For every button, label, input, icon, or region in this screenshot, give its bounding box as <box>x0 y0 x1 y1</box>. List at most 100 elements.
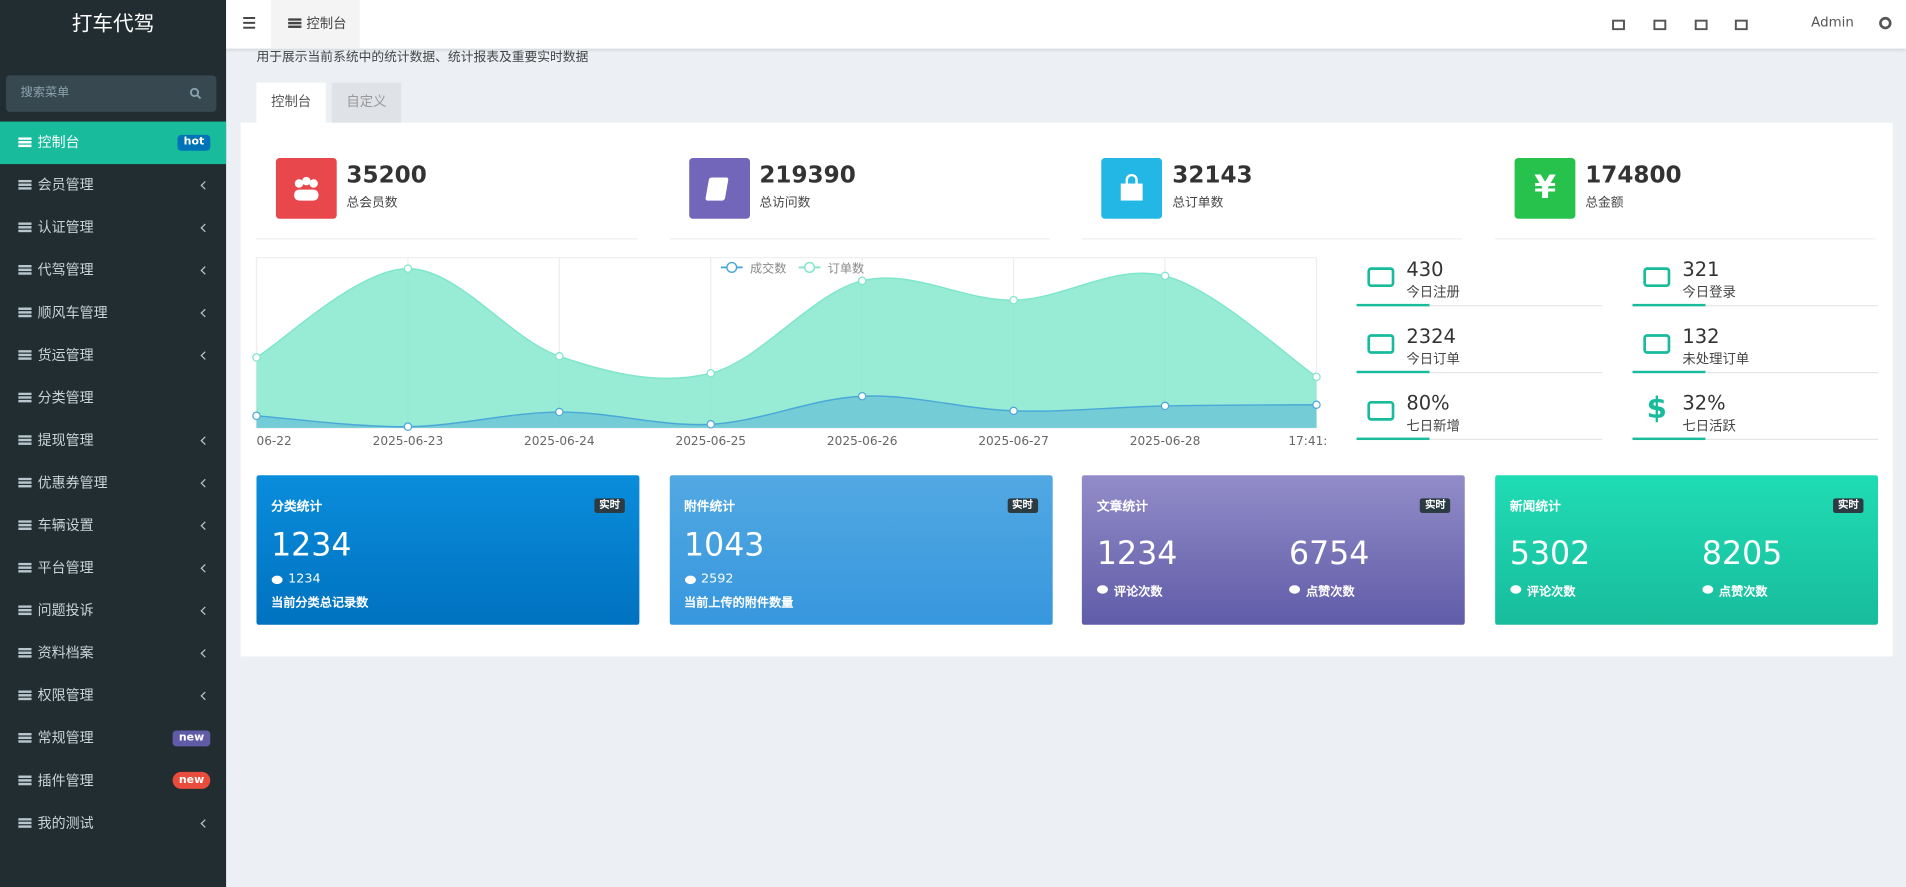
icon-line <box>18 570 32 573</box>
menu-item[interactable]: 分类管理 <box>0 377 226 420</box>
header-icon[interactable] <box>1612 17 1625 31</box>
menu-item[interactable]: 会员管理 <box>0 164 226 207</box>
icon-line <box>18 523 32 527</box>
icon-line <box>18 477 32 481</box>
icon-line <box>18 357 32 360</box>
x-tick-label: 06-22 <box>256 434 291 448</box>
mini-stat-value: 321 <box>1682 257 1720 281</box>
menu-item[interactable]: 控制台 hot <box>0 121 227 165</box>
menu-item[interactable]: 资料档案 <box>0 632 226 675</box>
stat-divider <box>669 238 1050 240</box>
menu-item[interactable]: 问题投诉 <box>0 590 226 633</box>
menu-label: 问题投诉 <box>37 601 94 619</box>
icon-part <box>1367 334 1395 354</box>
stat-label: 总访问数 <box>759 195 811 211</box>
x-tick-label: 2025-06-28 <box>1130 434 1201 448</box>
menu-label: 分类管理 <box>37 388 94 406</box>
stat-card: 文章统计 实时 1234 评论次数 6754 点赞次数 <box>1082 475 1466 625</box>
menu-icon <box>18 264 32 275</box>
chevron <box>200 649 210 658</box>
card-item-label: 评论次数 <box>1113 585 1163 600</box>
icon-line <box>18 307 32 310</box>
chart: 06-22 2025-06-23 2025-06-24 2025-06-25 2025-… <box>252 257 1327 448</box>
card-sub-value: 2592 <box>700 571 734 586</box>
menu-icon <box>18 690 32 701</box>
menu-item[interactable]: 常规管理 new <box>0 717 226 760</box>
icon-part <box>1643 334 1671 354</box>
menu-icon <box>18 350 32 360</box>
menu-item[interactable]: 认证管理 <box>0 207 226 250</box>
mini-stat-line <box>1356 438 1603 441</box>
icon-part <box>1121 183 1144 201</box>
icon-line <box>18 435 32 438</box>
menu-icon <box>18 137 32 148</box>
menu-item[interactable]: 代驾管理 <box>0 249 226 292</box>
card-icon <box>1289 585 1301 594</box>
menu-label: 权限管理 <box>37 686 94 704</box>
menu-item[interactable]: 提现管理 <box>0 419 226 462</box>
menu-label: 认证管理 <box>37 218 94 236</box>
icon-line <box>18 229 32 233</box>
stat-icon-glyph: ¥ <box>1534 170 1557 207</box>
menu-icon <box>18 435 32 445</box>
stat-label: 总金额 <box>1585 195 1624 211</box>
card-title: 分类统计 <box>271 499 323 515</box>
icon-part <box>294 179 304 188</box>
chevron <box>200 521 210 531</box>
header-icon[interactable] <box>1734 17 1748 31</box>
chevron <box>200 351 210 360</box>
menu-item[interactable]: 平台管理 <box>0 547 226 590</box>
mini-stat-icon <box>1643 267 1671 287</box>
menu-label: 控制台 <box>37 133 80 151</box>
header: 控制台 Admin <box>226 0 1906 49</box>
icon-line <box>18 222 32 225</box>
header-icon[interactable] <box>1653 17 1667 31</box>
icon-line <box>18 818 32 821</box>
stat-card: 附件统计 实时 1043 2592 当前上传的附件数量 <box>669 475 1053 625</box>
stat-divider <box>1495 238 1876 240</box>
menu-item[interactable]: 我的测试 <box>0 802 226 845</box>
menu-item[interactable]: 车辆设置 <box>0 504 226 547</box>
icon-part <box>302 176 311 186</box>
mini-stat-icon: $ <box>1646 391 1667 426</box>
icon-part <box>189 87 200 97</box>
user-name[interactable]: Admin <box>1811 14 1854 31</box>
point <box>1312 372 1321 382</box>
menu-item[interactable]: 顺风车管理 <box>0 292 226 335</box>
card-value: 1234 <box>1096 536 1178 573</box>
settings-icon[interactable] <box>1878 16 1893 31</box>
legend-marker <box>726 261 738 274</box>
icon-line <box>18 144 32 148</box>
menu-label: 常规管理 <box>37 729 94 747</box>
menu-item[interactable]: 权限管理 <box>0 675 226 718</box>
card-badge: 实时 <box>594 498 625 513</box>
stat-icon-glyph <box>1121 173 1144 201</box>
icon-line <box>18 821 32 825</box>
area <box>256 395 1317 428</box>
page-tab[interactable]: 自定义 <box>331 82 402 123</box>
mini-stat-value: 32% <box>1682 391 1726 415</box>
stat-value: 35200 <box>346 161 427 189</box>
menu-icon <box>18 392 32 403</box>
menu-item[interactable]: 货运管理 <box>0 334 226 377</box>
point <box>555 351 564 361</box>
card-title: 新闻统计 <box>1509 499 1561 515</box>
menu-item[interactable]: 优惠券管理 <box>0 462 226 505</box>
search-box[interactable]: 搜索菜单 <box>6 75 217 112</box>
header-icon[interactable] <box>1694 17 1708 31</box>
chevron <box>200 308 210 318</box>
icon-line <box>18 183 32 186</box>
icon-line <box>18 736 32 740</box>
point <box>555 407 564 417</box>
menu-toggle <box>243 17 256 29</box>
menu-item[interactable]: 插件管理 new <box>0 760 226 803</box>
page-tab[interactable]: 控制台 <box>256 82 326 123</box>
icon-line <box>18 566 32 569</box>
header-tab[interactable]: 控制台 <box>271 0 360 49</box>
icon-line <box>18 179 32 183</box>
menu-icon <box>18 307 32 318</box>
page-description: 用于展示当前系统中的统计数据、统计报表及重要实时数据 <box>256 49 589 65</box>
menu-label: 货运管理 <box>37 346 94 364</box>
icon-line <box>18 392 32 396</box>
icon-part <box>294 189 319 201</box>
